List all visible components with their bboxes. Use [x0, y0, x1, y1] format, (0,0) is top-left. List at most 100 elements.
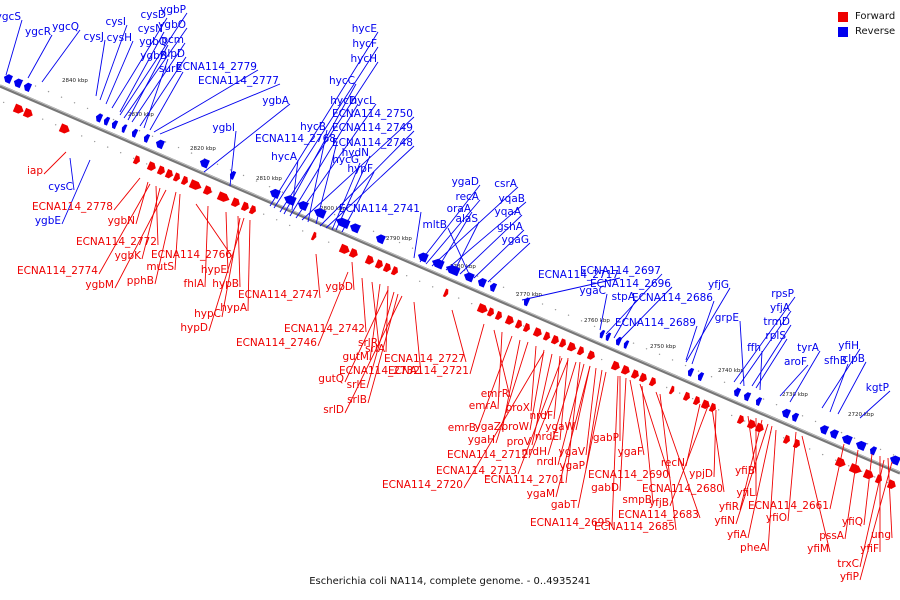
forward-gene-arrow[interactable] [620, 365, 630, 375]
forward-gene-arrow[interactable] [156, 165, 165, 175]
gene-label[interactable]: hypB [212, 278, 239, 290]
reverse-gene-arrow[interactable] [605, 332, 612, 342]
forward-gene-arrow[interactable] [374, 259, 383, 269]
gene-label[interactable]: ygaW [545, 421, 575, 433]
gene-label[interactable]: pphB [127, 275, 154, 287]
reverse-gene-arrow[interactable] [755, 397, 763, 407]
forward-gene-arrow[interactable] [586, 350, 595, 360]
forward-gene-arrow[interactable] [532, 327, 542, 337]
forward-gene-arrow[interactable] [58, 123, 70, 134]
gene-label[interactable]: ygbA [262, 95, 290, 107]
gene-label[interactable]: yfiR [719, 501, 739, 513]
gene-label[interactable]: mutS [146, 261, 174, 273]
gene-label[interactable]: nlpD [161, 48, 185, 60]
forward-gene-arrow[interactable] [442, 288, 449, 298]
gene-label[interactable]: alaS [456, 213, 479, 225]
gene-label[interactable]: yfiF [860, 543, 879, 555]
gene-label[interactable]: hydN [342, 147, 369, 159]
gene-label[interactable]: surE [159, 63, 182, 75]
reverse-gene-arrow[interactable] [95, 113, 104, 123]
forward-gene-arrow[interactable] [576, 346, 584, 356]
reverse-gene-arrow[interactable] [855, 440, 867, 451]
forward-gene-arrow[interactable] [180, 175, 188, 185]
reverse-gene-arrow[interactable] [889, 455, 900, 466]
forward-gene-arrow[interactable] [610, 360, 620, 371]
gene-label[interactable]: csrA [494, 178, 518, 190]
forward-gene-arrow[interactable] [248, 205, 256, 215]
gene-label[interactable]: ECNA114_2717 [538, 269, 619, 281]
gene-label[interactable]: ygbP [160, 4, 186, 16]
gene-label[interactable]: iap [27, 165, 43, 177]
gene-label[interactable]: emrR [481, 388, 509, 400]
gene-label[interactable]: ygcQ [52, 21, 79, 33]
gene-label[interactable]: ygaV [559, 446, 586, 458]
gene-label[interactable]: ECNA114_2701 [484, 474, 565, 486]
gene-label[interactable]: hypE [201, 264, 227, 276]
gene-label[interactable]: yfiA [727, 529, 748, 541]
reverse-gene-arrow[interactable] [445, 264, 461, 277]
gene-label[interactable]: smpB [622, 494, 652, 506]
reverse-gene-arrow[interactable] [687, 367, 695, 377]
gene-label[interactable]: proV [507, 436, 532, 448]
gene-label[interactable]: ECNA114_2746 [236, 337, 317, 349]
gene-label[interactable]: ygcR [25, 26, 51, 38]
reverse-gene-arrow[interactable] [841, 434, 853, 445]
gene-label[interactable]: rplS [765, 330, 786, 342]
forward-gene-arrow[interactable] [494, 310, 502, 320]
forward-gene-arrow[interactable] [558, 338, 566, 348]
gene-label[interactable]: srlE [347, 379, 366, 391]
gene-label[interactable]: ygbE [35, 215, 61, 227]
gene-label[interactable]: ygbI [212, 122, 235, 134]
forward-gene-arrow[interactable] [514, 319, 522, 329]
gene-label[interactable]: pssA [819, 530, 845, 542]
gene-label[interactable]: srlA [365, 343, 386, 355]
gene-label[interactable]: srlR [358, 337, 378, 349]
gene-label[interactable]: grpE [715, 312, 739, 324]
gene-label[interactable]: ECNA114_2741 [339, 203, 420, 215]
gene-label[interactable]: yfiM [807, 543, 829, 555]
gene-label[interactable]: ECNA114_2749 [332, 122, 413, 134]
gene-label[interactable]: proX [506, 402, 530, 414]
gene-label[interactable]: ygaM [527, 488, 555, 500]
forward-gene-arrow[interactable] [682, 391, 690, 401]
reverse-gene-arrow[interactable] [111, 120, 119, 130]
forward-gene-arrow[interactable] [522, 322, 530, 333]
gene-label[interactable]: ECNA114_2742 [284, 323, 365, 335]
gene-label[interactable]: gutQ [318, 373, 344, 385]
forward-gene-arrow[interactable] [648, 377, 656, 387]
gene-label[interactable]: ECNA114_2696 [590, 278, 671, 290]
gene-label[interactable]: nrdF [530, 410, 554, 422]
gene-label[interactable]: cysC [48, 181, 73, 193]
forward-gene-arrow[interactable] [692, 396, 700, 406]
gene-label[interactable]: yfiQ [842, 516, 863, 528]
gene-label[interactable]: stpA [612, 291, 636, 303]
gene-label[interactable]: tyrA [797, 342, 820, 354]
reverse-gene-arrow[interactable] [599, 329, 606, 339]
gene-label[interactable]: aroF [784, 356, 807, 368]
gene-label[interactable]: trmD [763, 316, 790, 328]
gene-label[interactable]: ygaF [618, 446, 643, 458]
gene-label[interactable]: ECNA114_2727 [384, 353, 465, 365]
gene-label[interactable]: cysH [107, 32, 132, 44]
gene-label[interactable]: ECNA114_2661 [748, 500, 829, 512]
gene-label[interactable]: ygaP [559, 460, 585, 472]
gene-label[interactable]: ECNA114_2777 [198, 75, 279, 87]
gene-label[interactable]: fhlA [184, 278, 205, 290]
reverse-gene-arrow[interactable] [121, 124, 128, 133]
gene-label[interactable]: yfiO [766, 512, 787, 524]
gene-label[interactable]: ECNA114_2748 [332, 137, 413, 149]
reverse-gene-arrow[interactable] [103, 116, 111, 126]
reverse-gene-arrow[interactable] [143, 133, 151, 143]
gene-label[interactable]: ygbN [108, 215, 135, 227]
gene-label[interactable]: ygaH [468, 434, 495, 446]
gene-label[interactable]: ygaC [579, 285, 606, 297]
gene-label[interactable]: ECNA114_2778 [32, 201, 113, 213]
gene-label[interactable]: hypD [180, 322, 208, 334]
gene-label[interactable]: mltB [423, 219, 447, 231]
reverse-gene-arrow[interactable] [155, 139, 165, 150]
gene-label[interactable]: ECNA114_2768 [255, 133, 336, 145]
gene-label[interactable]: ECNA114_2685 [594, 521, 675, 533]
gene-label[interactable]: hycA [271, 151, 298, 163]
forward-gene-arrow[interactable] [364, 254, 374, 265]
gene-label[interactable]: gabP [593, 432, 619, 444]
